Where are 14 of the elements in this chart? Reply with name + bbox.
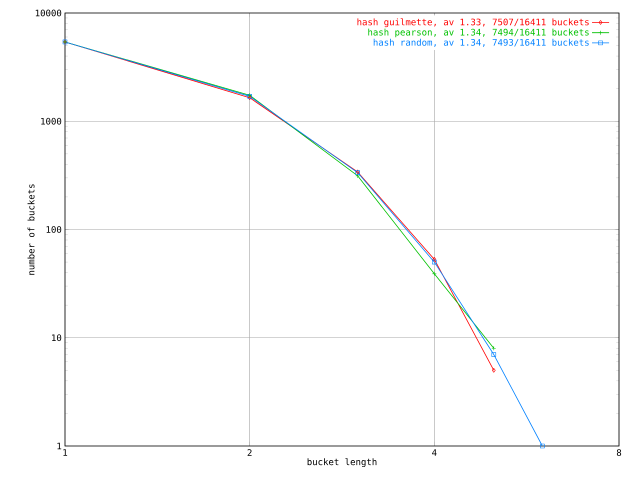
x-tick-label: 1 bbox=[63, 449, 68, 456]
x-tick-label: 8 bbox=[616, 449, 622, 456]
legend-label: hash pearson, av 1.34, 7494/16411 buckets bbox=[368, 28, 589, 38]
x-tick-label: 2 bbox=[248, 449, 252, 456]
y-axis-title: number of buckets bbox=[28, 184, 35, 275]
y-tick-label: 100 bbox=[46, 226, 62, 233]
legend-label: hash guilmette, av 1.33, 7507/16411 buckets bbox=[357, 18, 589, 28]
x-tick-label: 4 bbox=[432, 449, 437, 456]
y-tick-label: 10000 bbox=[36, 10, 62, 16]
y-tick-label: 1 bbox=[57, 442, 62, 450]
y-tick-label: 1000 bbox=[41, 118, 62, 125]
x-axis-title: bucket length bbox=[308, 458, 376, 468]
legend-label: hash random, av 1.34, 7493/16411 buckets bbox=[374, 38, 589, 47]
y-tick-label: 10 bbox=[52, 334, 62, 342]
